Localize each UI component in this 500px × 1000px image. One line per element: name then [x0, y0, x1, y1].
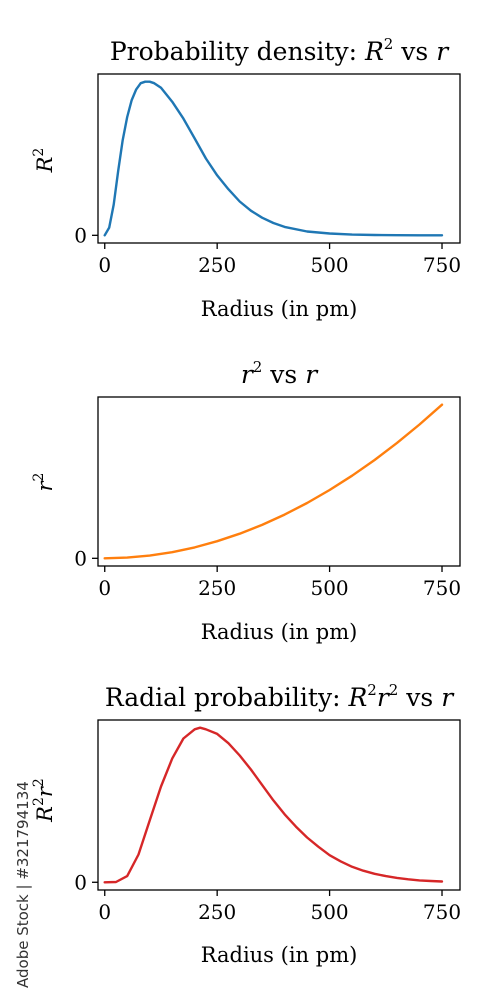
chart-3-series-line: [103, 726, 444, 884]
chart-1-y-ticks: 0: [74, 223, 98, 247]
chart-2-y-ticks: 0: [74, 546, 98, 570]
chart-1-title: Probability density: R2 vs r: [110, 35, 450, 66]
chart-2-series-line: [103, 403, 444, 560]
chart-2-title: r2 vs r: [241, 358, 319, 389]
chart-3-y-axis-label: R2r2: [31, 778, 57, 823]
chart-1-y-tick-label: 0: [74, 223, 87, 247]
chart-1: Probability density: R2 vs r 0 250 500 750 …: [31, 35, 461, 321]
chart-3-x-axis-label: Radius (in pm): [201, 943, 358, 967]
chart-3-x-tick-label: 500: [310, 900, 348, 924]
chart-1-x-ticks: 0 250 500 750: [98, 243, 461, 277]
chart-1-x-tick-label: 250: [198, 253, 236, 277]
chart-2-axes-frame: [97, 396, 461, 567]
chart-2-x-axis-label: Radius (in pm): [201, 620, 358, 644]
chart-2: r2 vs r 0 250 500 750 0 Radius (in pm) r2: [31, 358, 461, 644]
chart-1-series-line: [103, 80, 444, 237]
chart-3-y-tick-label: 0: [74, 870, 87, 894]
chart-3-plot-area: 0 250 500 750 0: [74, 719, 461, 924]
chart-2-y-axis-label: r2: [31, 473, 57, 492]
chart-3: Radial probability: R2r2 vs r 0 250 500 750…: [31, 681, 461, 967]
chart-3-axes-frame: [97, 719, 461, 891]
chart-1-y-axis-label: R2: [31, 148, 57, 174]
chart-3-x-tick-label: 0: [98, 900, 111, 924]
chart-3-x-tick-label: 250: [198, 900, 236, 924]
chart-2-y-tick-label: 0: [74, 546, 87, 570]
chart-1-x-tick-label: 750: [423, 253, 461, 277]
chart-2-x-ticks: 0 250 500 750: [98, 566, 461, 600]
chart-1-plot-area: 0 250 500 750 0: [74, 73, 461, 277]
chart-2-x-tick-label: 750: [423, 576, 461, 600]
chart-2-plot-area: 0 250 500 750 0: [74, 396, 461, 600]
chart-3-y-ticks: 0: [74, 870, 98, 894]
chart-2-x-tick-label: 0: [98, 576, 111, 600]
chart-3-x-ticks: 0 250 500 750: [98, 890, 461, 924]
watermark-text: Adobe Stock | #321794134: [14, 781, 32, 988]
chart-2-x-tick-label: 500: [310, 576, 348, 600]
chart-1-x-tick-label: 0: [98, 253, 111, 277]
chart-2-x-tick-label: 250: [198, 576, 236, 600]
chart-3-x-tick-label: 750: [423, 900, 461, 924]
chart-3-title: Radial probability: R2r2 vs r: [105, 681, 455, 712]
chart-1-axes-frame: [97, 73, 461, 244]
chart-1-x-tick-label: 500: [310, 253, 348, 277]
chart-1-x-axis-label: Radius (in pm): [201, 297, 358, 321]
